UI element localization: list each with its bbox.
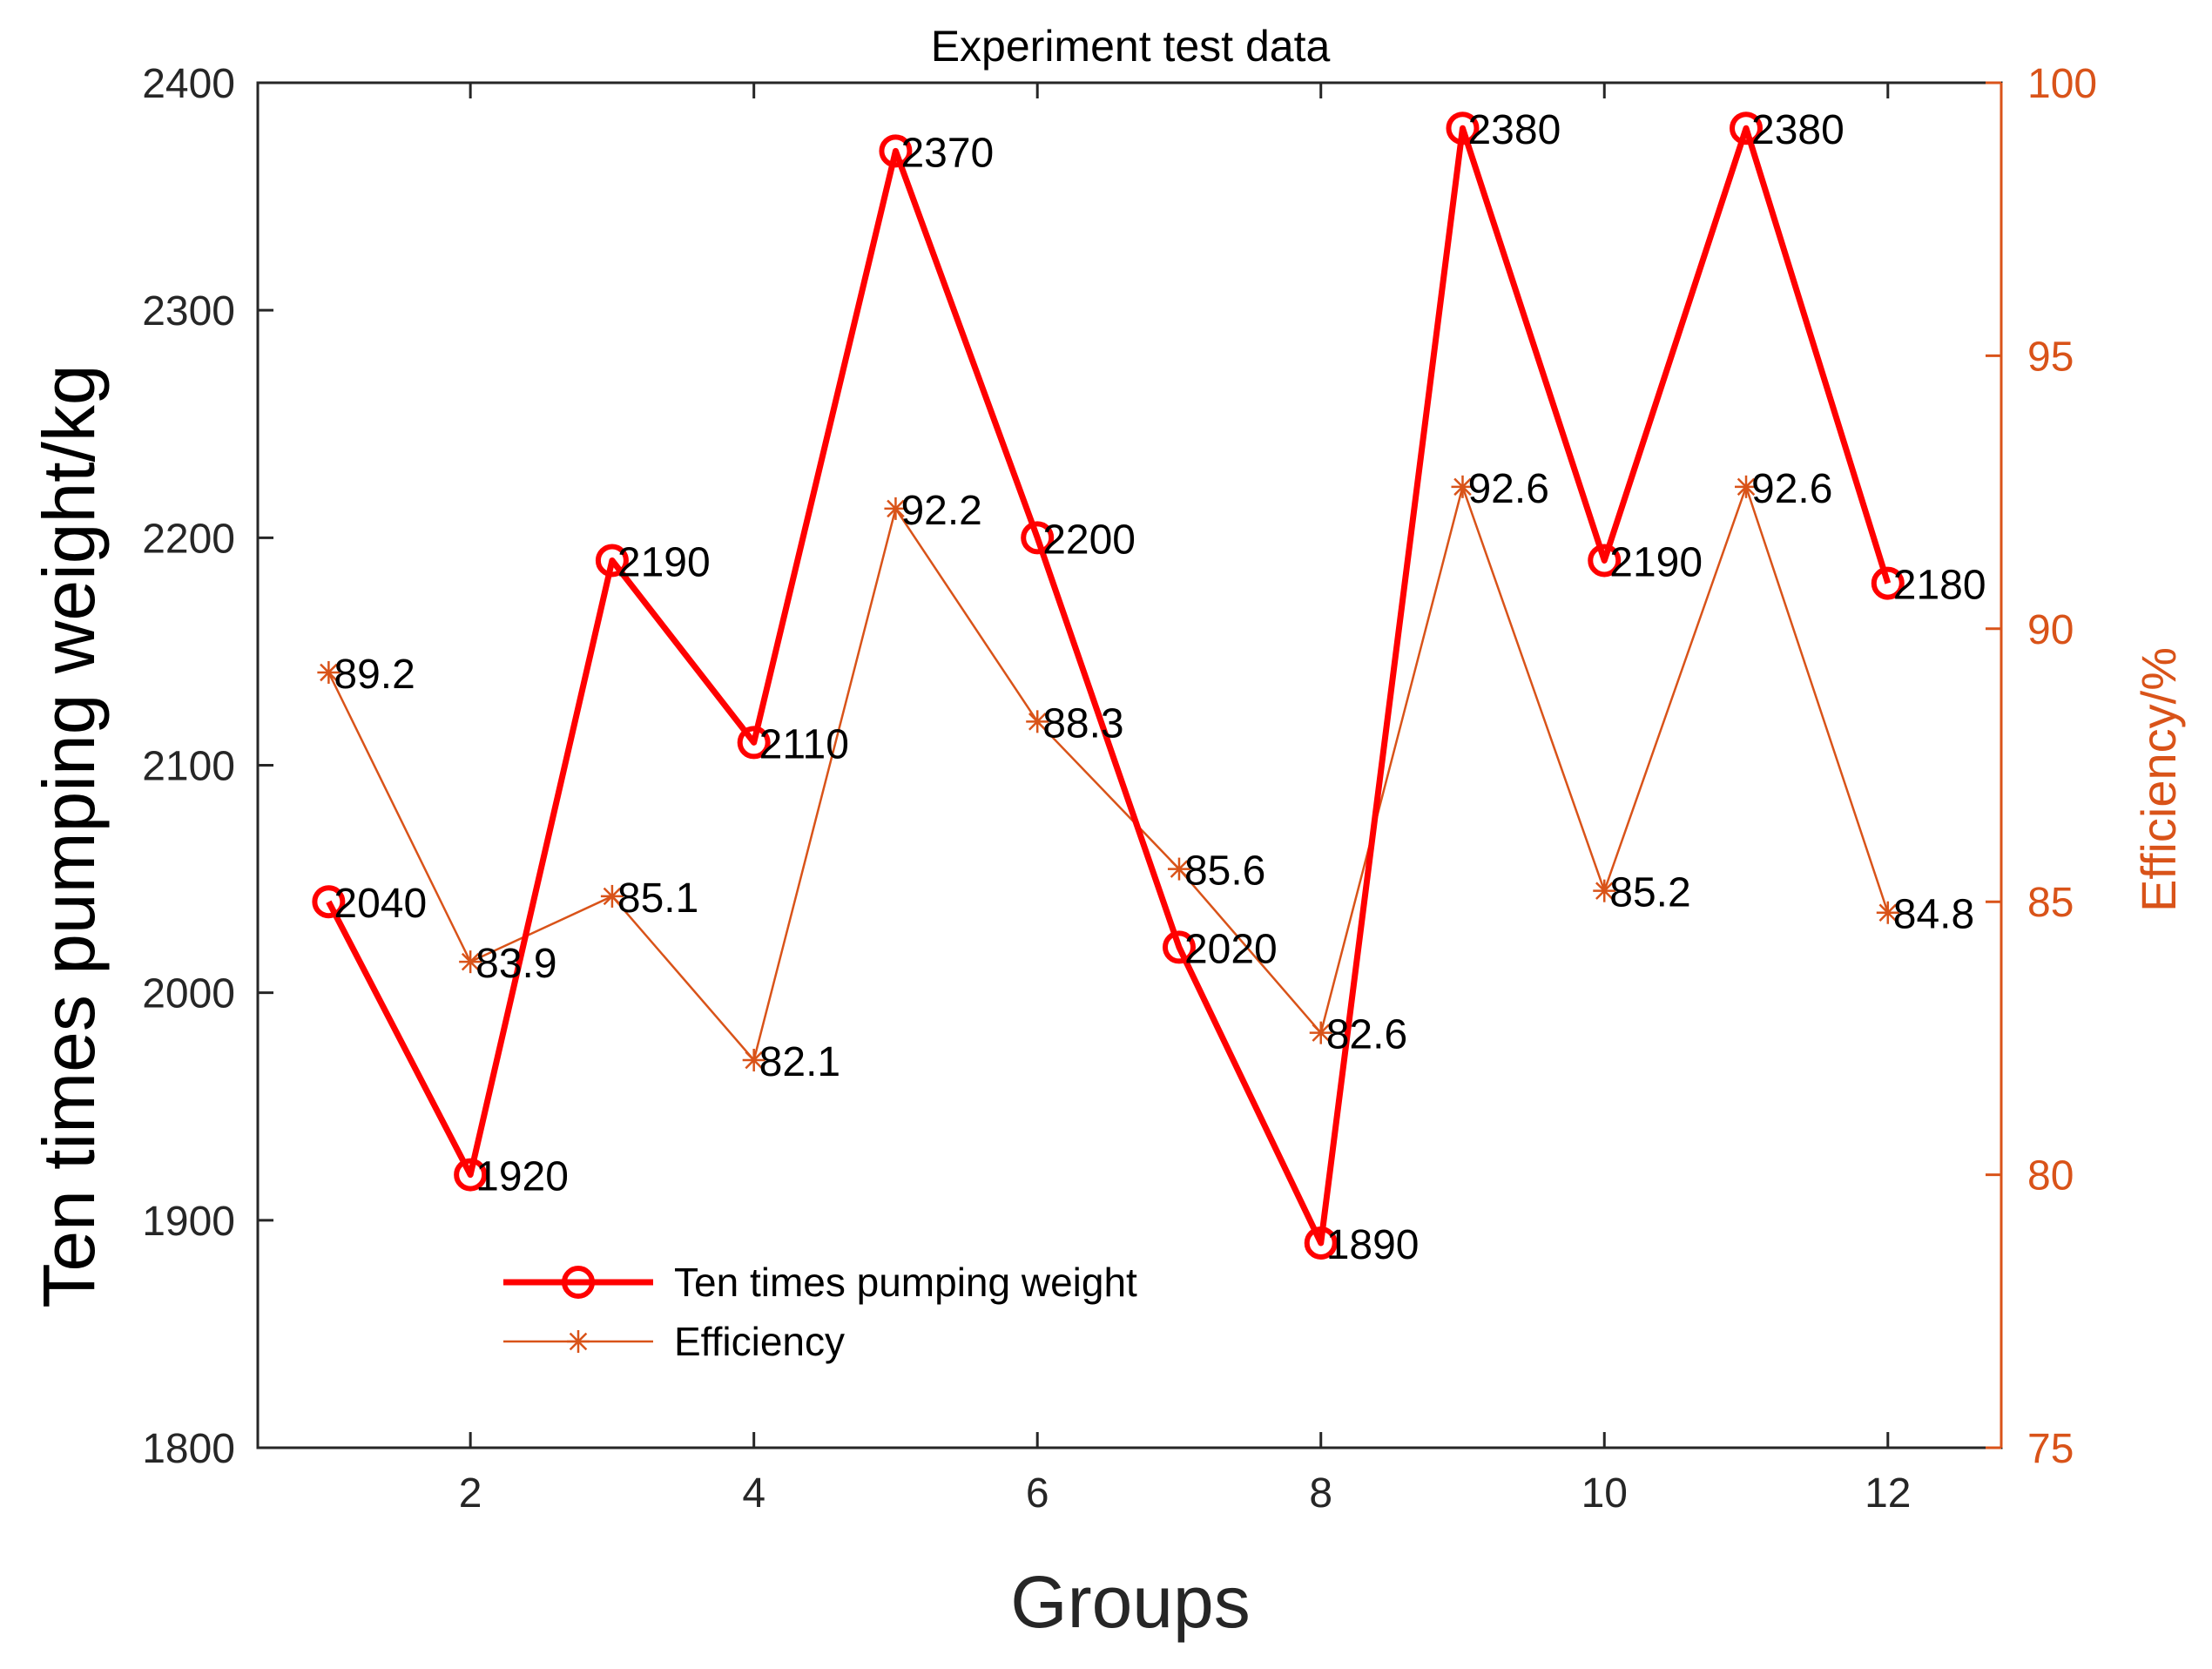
efficiency-data-label: 92.6 (1467, 466, 1548, 512)
efficiency-point-d2 (1595, 882, 1614, 900)
plot-frame (256, 81, 2003, 1449)
weight-point (1871, 566, 1905, 600)
x-tick-label: 4 (742, 1470, 765, 1517)
x-tick-label: 6 (1026, 1470, 1049, 1517)
efficiency-data-label: 88.3 (1042, 700, 1123, 747)
efficiency-point-d2 (745, 1051, 763, 1070)
legend-asterisk-d2 (569, 1332, 588, 1351)
weight-point (737, 726, 771, 760)
efficiency-point-d2 (461, 952, 480, 971)
series-line-weight (326, 125, 1892, 1247)
efficiency-point-d2 (1028, 713, 1047, 731)
weight-point (1446, 111, 1480, 145)
efficiency-data-label: 85.6 (1184, 848, 1265, 895)
weight-point (1021, 521, 1055, 555)
series-line-efficiency (327, 483, 1889, 1063)
efficiency-point-d2 (887, 499, 905, 518)
y-tick-label: 1900 (142, 1199, 235, 1245)
weight-point (312, 885, 346, 919)
x-tick-label: 12 (1865, 1470, 1911, 1517)
y-tick-label: 2100 (142, 744, 235, 790)
efficiency-data-label: 85.1 (617, 875, 698, 922)
efficiency-point-d2 (1453, 477, 1472, 497)
efficiency-point (1309, 1021, 1332, 1044)
legend-asterisk (567, 1330, 590, 1353)
y2-tick-label: 100 (2027, 61, 2097, 107)
y-tick-label: 2400 (142, 61, 235, 107)
data-layer (312, 111, 1905, 1260)
efficiency-data-label: 92.2 (900, 488, 981, 534)
efficiency-point-d2 (603, 887, 622, 906)
efficiency-data-label: 82.1 (759, 1039, 840, 1085)
efficiency-point (1451, 475, 1474, 498)
efficiency-point-d2 (320, 663, 338, 682)
weight-data-label: 2110 (759, 721, 849, 767)
efficiency-point (1593, 879, 1616, 902)
weight-point (1588, 544, 1622, 578)
weight-data-label: 2020 (1184, 926, 1278, 972)
efficiency-point (1026, 710, 1049, 733)
efficiency-data-label: 85.2 (1609, 870, 1690, 916)
legend-marker-efficiency (567, 1330, 590, 1353)
efficiency-point (600, 884, 624, 908)
efficiency-point (317, 660, 341, 684)
labels-layer: 89.2 83.9 85.1 82.1 92.2 88.3 85.6 82.6 92.6 85.2… (334, 107, 1986, 1268)
weight-point (879, 134, 913, 168)
efficiency-point-d2 (1737, 477, 1756, 497)
y2-axis-label: Efficiency/% (2131, 647, 2186, 912)
legend-marker-weight (562, 1266, 595, 1299)
legend: Ten times pumping weight Efficiency (503, 1260, 1137, 1364)
weight-data-label: 2380 (1467, 107, 1561, 153)
y-tick-label: 1800 (142, 1426, 235, 1472)
efficiency-data-label: 82.6 (1326, 1012, 1407, 1058)
x-tick-label: 8 (1309, 1470, 1332, 1517)
y2-tick-label: 95 (2027, 334, 2074, 380)
weight-point (1304, 1226, 1338, 1260)
x-tick-label: 10 (1581, 1470, 1628, 1517)
efficiency-point (1167, 857, 1190, 881)
efficiency-data-label: 83.9 (475, 941, 556, 987)
efficiency-point (742, 1048, 765, 1071)
efficiency-point-d2 (1312, 1024, 1330, 1042)
weight-data-label: 2190 (617, 539, 711, 585)
weight-data-label: 2040 (334, 881, 427, 927)
legend-label-efficiency: Efficiency (674, 1319, 845, 1364)
chart-title: Experiment test data (931, 22, 1331, 71)
weight-data-label: 1890 (1326, 1222, 1420, 1268)
ticks-layer: 2 4 6 8 10 12 1800 1900 2000 2100 2200 2300 2400 75 80… (142, 61, 2097, 1517)
weight-data-label: 1920 (475, 1154, 569, 1200)
weight-data-label: 2200 (1042, 517, 1136, 563)
efficiency-data-label: 89.2 (334, 652, 415, 698)
x-tick-label: 2 (459, 1470, 482, 1517)
efficiency-point (1735, 475, 1758, 498)
weight-point (595, 544, 629, 578)
weight-data-label: 2370 (900, 130, 994, 176)
y-tick-label: 2200 (142, 516, 235, 562)
y2-tick-label: 80 (2027, 1153, 2074, 1199)
legend-label-weight: Ten times pumping weight (674, 1260, 1137, 1305)
weight-point (1730, 111, 1764, 145)
y2-tick-label: 85 (2027, 880, 2074, 926)
efficiency-point-d2 (1170, 860, 1189, 878)
efficiency-point-d2 (1878, 903, 1898, 922)
y-tick-label: 2000 (142, 971, 235, 1017)
efficiency-point (1876, 901, 1899, 924)
efficiency-data-label: 84.8 (1893, 892, 1974, 938)
efficiency-point (884, 497, 907, 520)
efficiency-data-label: 92.6 (1751, 466, 1832, 512)
weight-data-label: 2180 (1893, 563, 1986, 609)
y2-tick-label: 75 (2027, 1426, 2074, 1472)
weight-data-label: 2380 (1751, 107, 1844, 153)
y2-tick-label: 90 (2027, 607, 2074, 653)
weight-data-label: 2190 (1609, 539, 1703, 585)
x-axis-label: Groups (1010, 1561, 1250, 1643)
y-axis-label: Ten times pumping weight/kg (28, 364, 110, 1307)
y-tick-label: 2300 (142, 288, 235, 334)
weight-point (454, 1158, 488, 1192)
axes-layer (256, 81, 2003, 1449)
weight-point (1162, 930, 1196, 964)
efficiency-point (459, 950, 482, 974)
